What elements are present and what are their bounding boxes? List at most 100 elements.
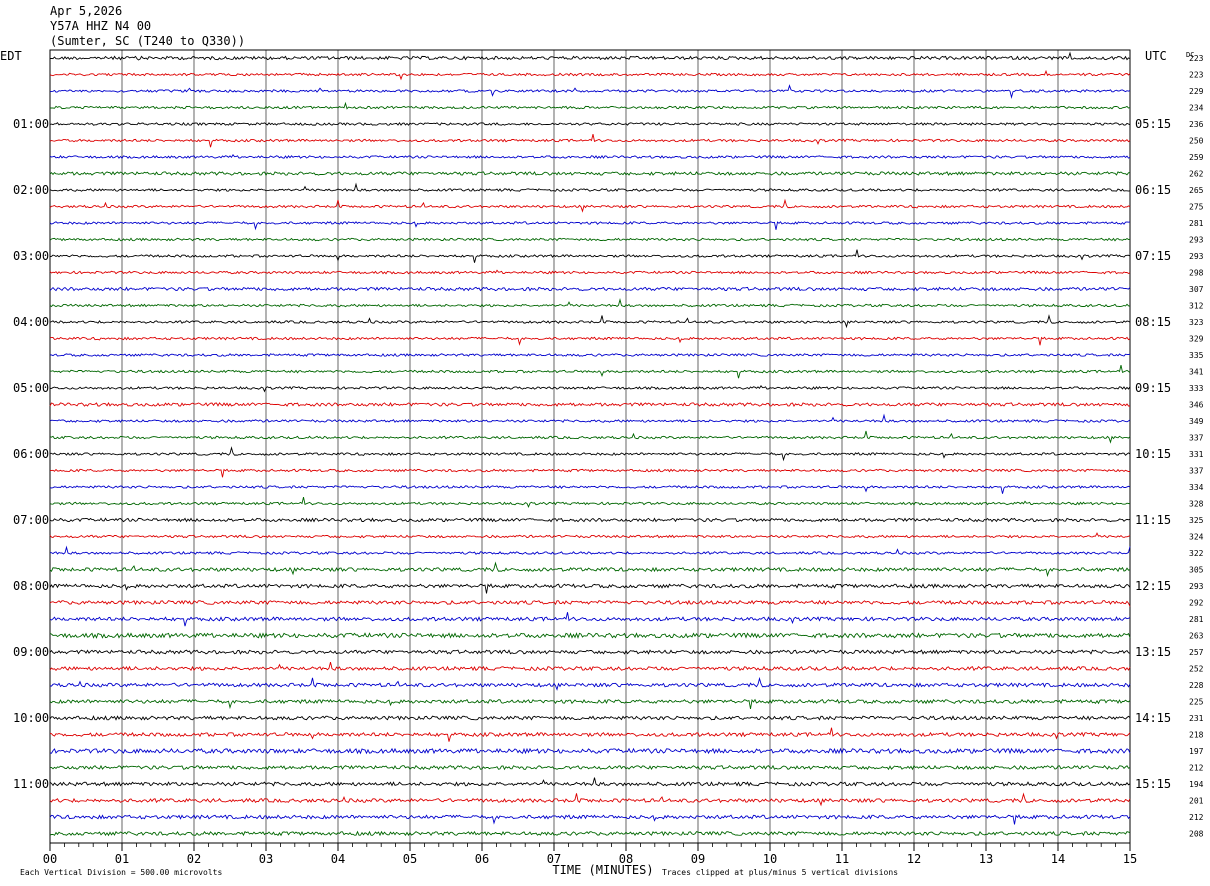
right-hour-label: 08:15: [1135, 315, 1171, 329]
trace-line: [49, 561, 1131, 578]
dc-offset-label: 292: [1189, 599, 1204, 608]
trace-line: [49, 249, 1131, 263]
trace-line: [49, 286, 1131, 292]
x-tick-label: 13: [979, 852, 993, 866]
x-tick-label: 03: [259, 852, 273, 866]
trace-line: [49, 336, 1131, 346]
trace-line: [49, 69, 1131, 81]
dc-offset-label: 298: [1189, 269, 1204, 278]
left-axis-label: EDT: [0, 49, 22, 63]
trace-line: [49, 364, 1131, 379]
trace-line: [49, 430, 1131, 444]
trace-line: [49, 221, 1131, 231]
left-hour-label: 09:00: [13, 645, 49, 659]
dc-offset-label: 231: [1189, 714, 1204, 723]
trace-line: [49, 698, 1131, 710]
dc-offset-label: 265: [1189, 186, 1204, 195]
trace-line: [49, 532, 1131, 539]
dc-offset-label: 307: [1189, 285, 1204, 294]
x-tick-label: 10: [763, 852, 777, 866]
trace-line: [49, 198, 1131, 213]
left-hour-label: 02:00: [13, 183, 49, 197]
dc-offset-label: 275: [1189, 203, 1204, 212]
trace-line: [49, 133, 1131, 148]
dc-offset-label: 212: [1189, 764, 1204, 773]
x-tick-label: 11: [835, 852, 849, 866]
trace-line: [49, 599, 1131, 607]
trace-line: [49, 485, 1131, 494]
header-date: Apr 5,2026: [50, 4, 123, 18]
dc-offset-label: 337: [1189, 467, 1204, 476]
dc-offset-label: 293: [1189, 582, 1204, 591]
dc-label: DC: [1186, 51, 1194, 59]
dc-offset-label: 262: [1189, 170, 1204, 179]
left-hour-label: 08:00: [13, 579, 49, 593]
trace-line: [50, 764, 1131, 771]
trace-line: [49, 269, 1131, 275]
header-location: (Sumter, SC (T240 to Q330)): [50, 34, 246, 48]
trace-line: [49, 777, 1131, 787]
trace-line: [49, 468, 1130, 478]
right-hour-label: 10:15: [1135, 447, 1171, 461]
dc-offset-label: 218: [1189, 731, 1204, 740]
dc-offset-label: 263: [1189, 632, 1204, 641]
x-tick-label: 06: [475, 852, 489, 866]
trace-line: [49, 237, 1131, 242]
dc-offset-label: 329: [1189, 335, 1204, 344]
x-tick-label: 00: [43, 852, 57, 866]
dc-offset-label: 250: [1189, 137, 1204, 146]
trace-line: [49, 830, 1131, 837]
dc-offset-label: 331: [1189, 450, 1204, 459]
dc-offset-label: 328: [1189, 500, 1204, 509]
trace-line: [49, 661, 1131, 672]
x-tick-label: 12: [907, 852, 921, 866]
trace-line: [49, 51, 1131, 61]
dc-offset-label: 346: [1189, 401, 1204, 410]
dc-offset-label: 312: [1189, 302, 1204, 311]
trace-line: [50, 101, 1131, 110]
right-hour-label: 06:15: [1135, 183, 1171, 197]
x-tick-label: 02: [187, 852, 201, 866]
trace-line: [49, 676, 1131, 691]
right-hour-label: 05:15: [1135, 117, 1171, 131]
trace-line: [49, 154, 1131, 159]
right-axis-label: UTC: [1145, 49, 1167, 63]
right-hour-label: 13:15: [1135, 645, 1171, 659]
x-tick-label: 07: [547, 852, 561, 866]
dc-offset-label: 234: [1189, 104, 1204, 113]
dc-offset-label: 228: [1189, 681, 1204, 690]
dc-offset-label: 305: [1189, 566, 1204, 575]
trace-line: [49, 583, 1131, 594]
left-hour-label: 10:00: [13, 711, 49, 725]
trace-line: [49, 792, 1131, 807]
left-hour-label: 03:00: [13, 249, 49, 263]
scale-note: Each Vertical Division = 500.00 microvol…: [20, 868, 222, 877]
x-tick-label: 08: [619, 852, 633, 866]
dc-offset-label: 229: [1189, 87, 1204, 96]
dc-offset-label: 337: [1189, 434, 1204, 443]
dc-offset-label: 236: [1189, 120, 1204, 129]
dc-offset-label: 341: [1189, 368, 1204, 377]
dc-offset-label: 322: [1189, 549, 1204, 558]
right-hour-label: 15:15: [1135, 777, 1171, 791]
trace-line: [49, 612, 1131, 627]
dc-offset-label: 194: [1189, 780, 1204, 789]
x-tick-label: 05: [403, 852, 417, 866]
dc-offset-label: 208: [1189, 830, 1204, 839]
dc-offset-label: 335: [1189, 351, 1204, 360]
plot-frame: [49, 49, 1131, 844]
right-hour-label: 11:15: [1135, 513, 1171, 527]
left-hour-label: 06:00: [13, 447, 49, 461]
trace-line: [49, 496, 1131, 508]
x-axis-label: TIME (MINUTES): [552, 863, 653, 877]
left-hour-label: 01:00: [13, 117, 49, 131]
trace-line: [49, 727, 1131, 742]
dc-offset-label: 212: [1189, 813, 1204, 822]
dc-offset-label: 334: [1189, 483, 1204, 492]
trace-line: [49, 715, 1131, 721]
trace-line: [49, 182, 1131, 192]
trace-line: [49, 121, 1131, 126]
right-hour-label: 12:15: [1135, 579, 1171, 593]
dc-offset-label: 197: [1189, 747, 1204, 756]
trace-line: [49, 747, 1131, 755]
